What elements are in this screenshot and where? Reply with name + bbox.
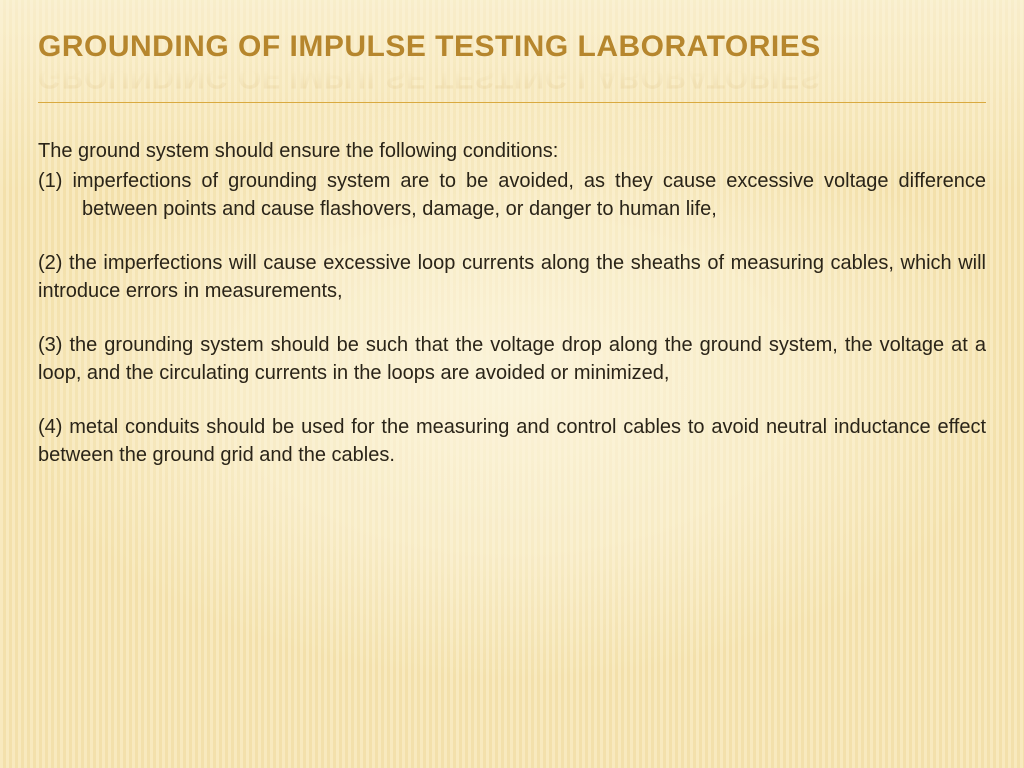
slide-container: GROUNDING OF IMPULSE TESTING LABORATORIE… xyxy=(0,0,1024,768)
list-item-4: (4) metal conduits should be used for th… xyxy=(38,413,986,469)
slide-title-reflection: GROUNDING OF IMPULSE TESTING LABORATORIE… xyxy=(38,60,821,94)
list-item-1: (1) imperfections of grounding system ar… xyxy=(38,167,986,223)
list-item-2: (2) the imperfections will cause excessi… xyxy=(38,249,986,305)
slide-title: GROUNDING OF IMPULSE TESTING LABORATORIE… xyxy=(38,30,986,64)
intro-line: The ground system should ensure the foll… xyxy=(38,137,986,165)
title-divider xyxy=(38,102,986,103)
list-item-3: (3) the grounding system should be such … xyxy=(38,331,986,387)
body-text: The ground system should ensure the foll… xyxy=(38,137,986,469)
title-wrap: GROUNDING OF IMPULSE TESTING LABORATORIE… xyxy=(38,30,986,64)
